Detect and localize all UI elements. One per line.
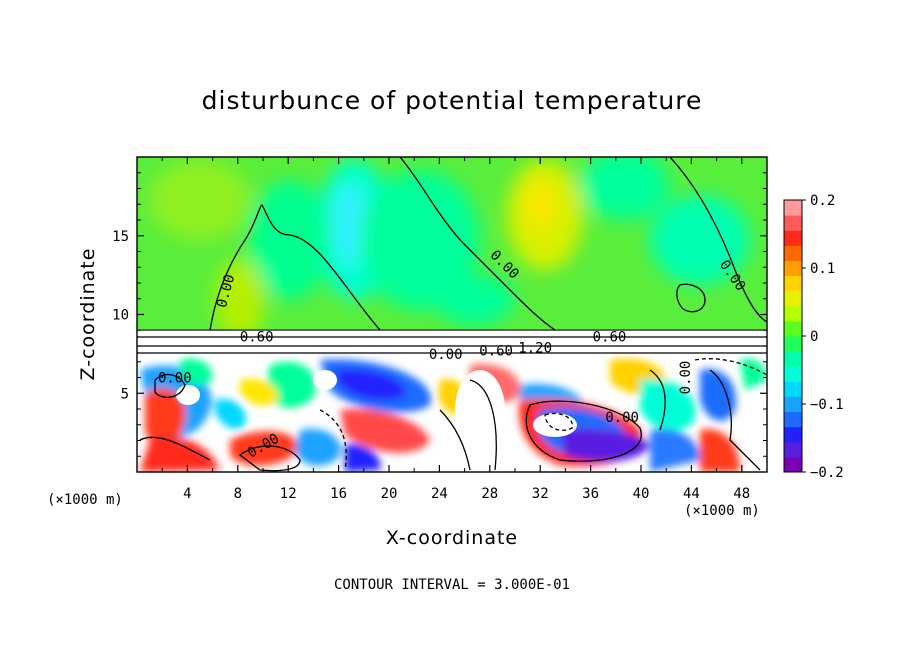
contour-label: 0.60: [479, 344, 513, 360]
colorbar-swatch: [784, 366, 802, 382]
contour-label: 0.60: [240, 330, 274, 346]
contour-line: [139, 436, 211, 461]
field-layer: [137, 157, 767, 472]
colorbar-swatch: [784, 320, 802, 337]
x-axis-unit-left: (×1000 m): [47, 492, 123, 508]
colorbar-swatch: [784, 441, 802, 458]
colorbar-tick-label: 0.2: [810, 193, 835, 209]
colorbar-tick-label: 0: [810, 329, 818, 345]
colorbar-swatch: [784, 456, 802, 473]
colorbar-swatch: [784, 411, 802, 428]
colorbar-tick-label: −0.1: [810, 397, 844, 413]
x-tick-label: 24: [431, 486, 448, 502]
contour-line: [469, 379, 497, 471]
y-axis-ticks: 5 10 15: [112, 172, 767, 457]
colorbar-swatch: [784, 275, 802, 292]
contour-label: 0.00: [605, 410, 639, 426]
colorbar-swatch: [784, 426, 802, 443]
contour-line: [439, 409, 471, 471]
contour-label: 0.00: [678, 361, 694, 395]
x-tick-label: 20: [381, 486, 398, 502]
colorbar-swatch: [784, 290, 802, 307]
colorbar-swatch: [784, 260, 802, 277]
x-tick-label: 4: [183, 486, 191, 502]
x-tick-label: 8: [234, 486, 242, 502]
colorbar-swatch: [784, 351, 802, 367]
x-tick-label: 44: [683, 486, 700, 502]
contour-line: [709, 369, 761, 471]
colorbar-tick-label: −0.2: [810, 465, 844, 481]
contour-line: [209, 204, 381, 331]
colorbar-swatch: [784, 200, 802, 216]
colorbar-swatch: [784, 396, 802, 413]
contour-interval-note: CONTOUR INTERVAL = 3.000E-01: [333, 577, 570, 593]
x-axis-ticks: 4 8 12 16 20 24 28 32 36 40 44 48: [161, 157, 750, 502]
x-tick-label: 28: [481, 486, 498, 502]
x-tick-label: 16: [330, 486, 347, 502]
colorbar-swatch: [784, 230, 802, 246]
transition-band: [137, 329, 767, 353]
vortex-cores: [176, 370, 577, 450]
contour-label: 1.20: [518, 341, 552, 357]
x-tick-label: 40: [633, 486, 650, 502]
chart-title: disturbunce of potential temperature: [201, 86, 703, 115]
contour-layer: [137, 157, 767, 472]
colorbar-swatch: [784, 245, 802, 261]
colorbar-swatch: [784, 215, 802, 231]
colorbar-swatch: [784, 381, 802, 397]
x-axis-label: X-coordinate: [385, 527, 519, 549]
upper-field-blobs: [150, 157, 750, 340]
contour-line: [399, 157, 556, 331]
y-tick-label: 10: [112, 308, 129, 324]
contour-line: [669, 157, 767, 323]
contour-label: 0.00: [429, 347, 463, 363]
colorbar-tick-label: 0.1: [810, 261, 835, 277]
colorbar-swatch: [784, 305, 802, 322]
x-axis-unit-right: (×1000 m): [684, 503, 760, 519]
lower-field-blobs: [140, 358, 767, 472]
contour-line: [154, 373, 186, 398]
contour-line: [238, 445, 301, 472]
x-tick-label: 12: [280, 486, 297, 502]
contour-label: 0.00: [158, 371, 192, 387]
colorbar-swatch: [784, 336, 802, 352]
x-tick-label: 36: [582, 486, 599, 502]
contour-line: [525, 400, 642, 462]
y-tick-label: 15: [112, 229, 129, 245]
contour-line: [676, 283, 706, 313]
contour-label: 0.60: [593, 330, 627, 346]
contour-line: [649, 369, 666, 431]
x-tick-label: 48: [733, 486, 750, 502]
contour-line: [544, 412, 573, 431]
colorbar: 0.2 0.1 0 −0.1 −0.2: [783, 193, 844, 481]
y-tick-label: 5: [121, 386, 129, 402]
contour-line: [694, 358, 767, 376]
x-tick-label: 32: [532, 486, 549, 502]
